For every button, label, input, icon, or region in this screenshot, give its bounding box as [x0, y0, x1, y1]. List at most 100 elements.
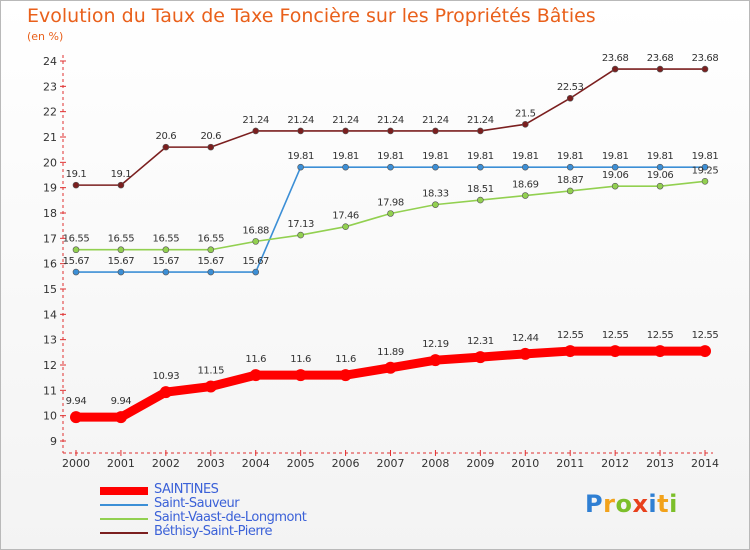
- x-tick-label: 2011: [556, 457, 584, 470]
- data-point: [656, 65, 664, 73]
- data-point: [474, 351, 487, 364]
- data-point: [204, 380, 217, 393]
- data-label: 21.24: [467, 115, 494, 126]
- y-tick-label: 15: [43, 283, 57, 296]
- data-point: [566, 94, 574, 102]
- y-tick-label: 16: [43, 258, 57, 271]
- data-point: [477, 196, 484, 204]
- legend-label: Saint-Vaast-de-Longmont: [154, 510, 307, 525]
- data-label: 15.67: [153, 256, 180, 267]
- data-label: 12.55: [557, 330, 584, 341]
- y-tick-label: 21: [43, 131, 57, 144]
- data-point: [699, 345, 711, 358]
- y-tick-label: 23: [43, 80, 57, 93]
- data-point: [70, 411, 82, 424]
- data-label: 11.6: [335, 354, 356, 365]
- x-tick-label: 2008: [421, 457, 449, 470]
- data-point: [342, 127, 349, 135]
- data-point: [249, 369, 262, 382]
- data-point: [387, 210, 394, 217]
- data-label: 18.51: [467, 184, 494, 195]
- data-point: [384, 361, 397, 374]
- data-label: 16.88: [242, 225, 269, 236]
- x-tick-label: 2004: [242, 457, 270, 470]
- data-point: [432, 201, 439, 208]
- x-tick-label: 2007: [377, 457, 405, 470]
- y-tick-label: 22: [43, 106, 57, 119]
- data-point: [72, 181, 80, 189]
- data-label: 21.24: [422, 115, 449, 126]
- logo-letter: P: [585, 490, 604, 518]
- logo-letter: o: [615, 490, 633, 518]
- y-tick-label: 24: [43, 55, 57, 68]
- data-point: [294, 369, 307, 382]
- legend-label: SAINTINES: [154, 482, 219, 497]
- data-point: [477, 163, 484, 171]
- y-tick-label: 19: [43, 182, 57, 195]
- data-label: 19.1: [111, 169, 132, 180]
- data-label: 20.6: [200, 131, 221, 142]
- legend-swatch: [100, 532, 148, 534]
- y-tick-label: 13: [43, 334, 57, 347]
- x-tick-label: 2000: [62, 457, 90, 470]
- data-point: [162, 246, 170, 254]
- data-label: 20.6: [156, 131, 177, 142]
- data-label: 19.81: [422, 151, 449, 162]
- data-point: [339, 369, 352, 382]
- legend-label: Béthisy-Saint-Pierre: [154, 524, 273, 539]
- data-label: 9.94: [111, 396, 132, 407]
- data-label: 21.24: [242, 115, 269, 126]
- legend-label: Saint-Sauveur: [154, 496, 240, 511]
- logo-letter: t: [657, 490, 670, 518]
- data-point: [207, 246, 215, 254]
- data-point: [387, 163, 394, 171]
- data-point: [159, 386, 172, 399]
- data-point: [611, 163, 619, 171]
- data-label: 12.19: [422, 339, 449, 350]
- x-tick-label: 2006: [332, 457, 360, 470]
- y-tick-label: 14: [43, 308, 57, 321]
- data-point: [162, 143, 170, 151]
- data-point: [521, 163, 529, 171]
- data-label: 19.81: [512, 151, 539, 162]
- data-label: 19.81: [602, 151, 629, 162]
- y-tick-label: 17: [43, 232, 57, 245]
- data-label: 21.24: [287, 115, 314, 126]
- data-point: [342, 163, 349, 171]
- data-point: [701, 178, 709, 185]
- data-label: 15.67: [197, 256, 224, 267]
- chart-title: Evolution du Taux de Taxe Foncière sur l…: [27, 5, 596, 27]
- x-tick-label: 2001: [107, 457, 135, 470]
- series-line-saintines: [71, 346, 710, 422]
- data-point: [117, 246, 125, 254]
- data-label: 15.67: [108, 256, 135, 267]
- y-tick-label: 18: [43, 207, 57, 220]
- data-label: 19.81: [557, 151, 584, 162]
- data-point: [429, 354, 442, 367]
- data-label: 11.89: [377, 347, 404, 358]
- data-label: 19.1: [66, 169, 87, 180]
- data-point: [162, 268, 170, 276]
- data-label: 19.81: [692, 151, 719, 162]
- y-tick-label: 12: [43, 359, 57, 372]
- x-tick-label: 2005: [287, 457, 315, 470]
- x-tick-label: 2014: [691, 457, 719, 470]
- data-label: 11.6: [290, 354, 311, 365]
- data-point: [701, 65, 709, 73]
- data-label: 16.55: [63, 234, 90, 245]
- legend-item: SAINTINES: [100, 482, 360, 498]
- data-point: [297, 163, 304, 171]
- legend-swatch: [100, 487, 148, 495]
- data-point: [117, 181, 125, 189]
- data-label: 17.13: [287, 219, 314, 230]
- data-point: [342, 223, 349, 230]
- data-point: [701, 163, 709, 171]
- data-point: [477, 127, 484, 135]
- data-point: [117, 268, 125, 276]
- data-label: 19.81: [287, 151, 314, 162]
- y-tick-label: 10: [43, 410, 57, 423]
- x-tick-label: 2009: [466, 457, 494, 470]
- data-point: [521, 192, 529, 199]
- data-label: 18.87: [557, 175, 584, 186]
- data-label: 22.53: [557, 82, 584, 93]
